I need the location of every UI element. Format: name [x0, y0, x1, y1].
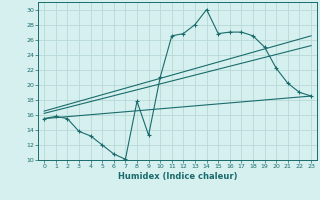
X-axis label: Humidex (Indice chaleur): Humidex (Indice chaleur) [118, 172, 237, 181]
